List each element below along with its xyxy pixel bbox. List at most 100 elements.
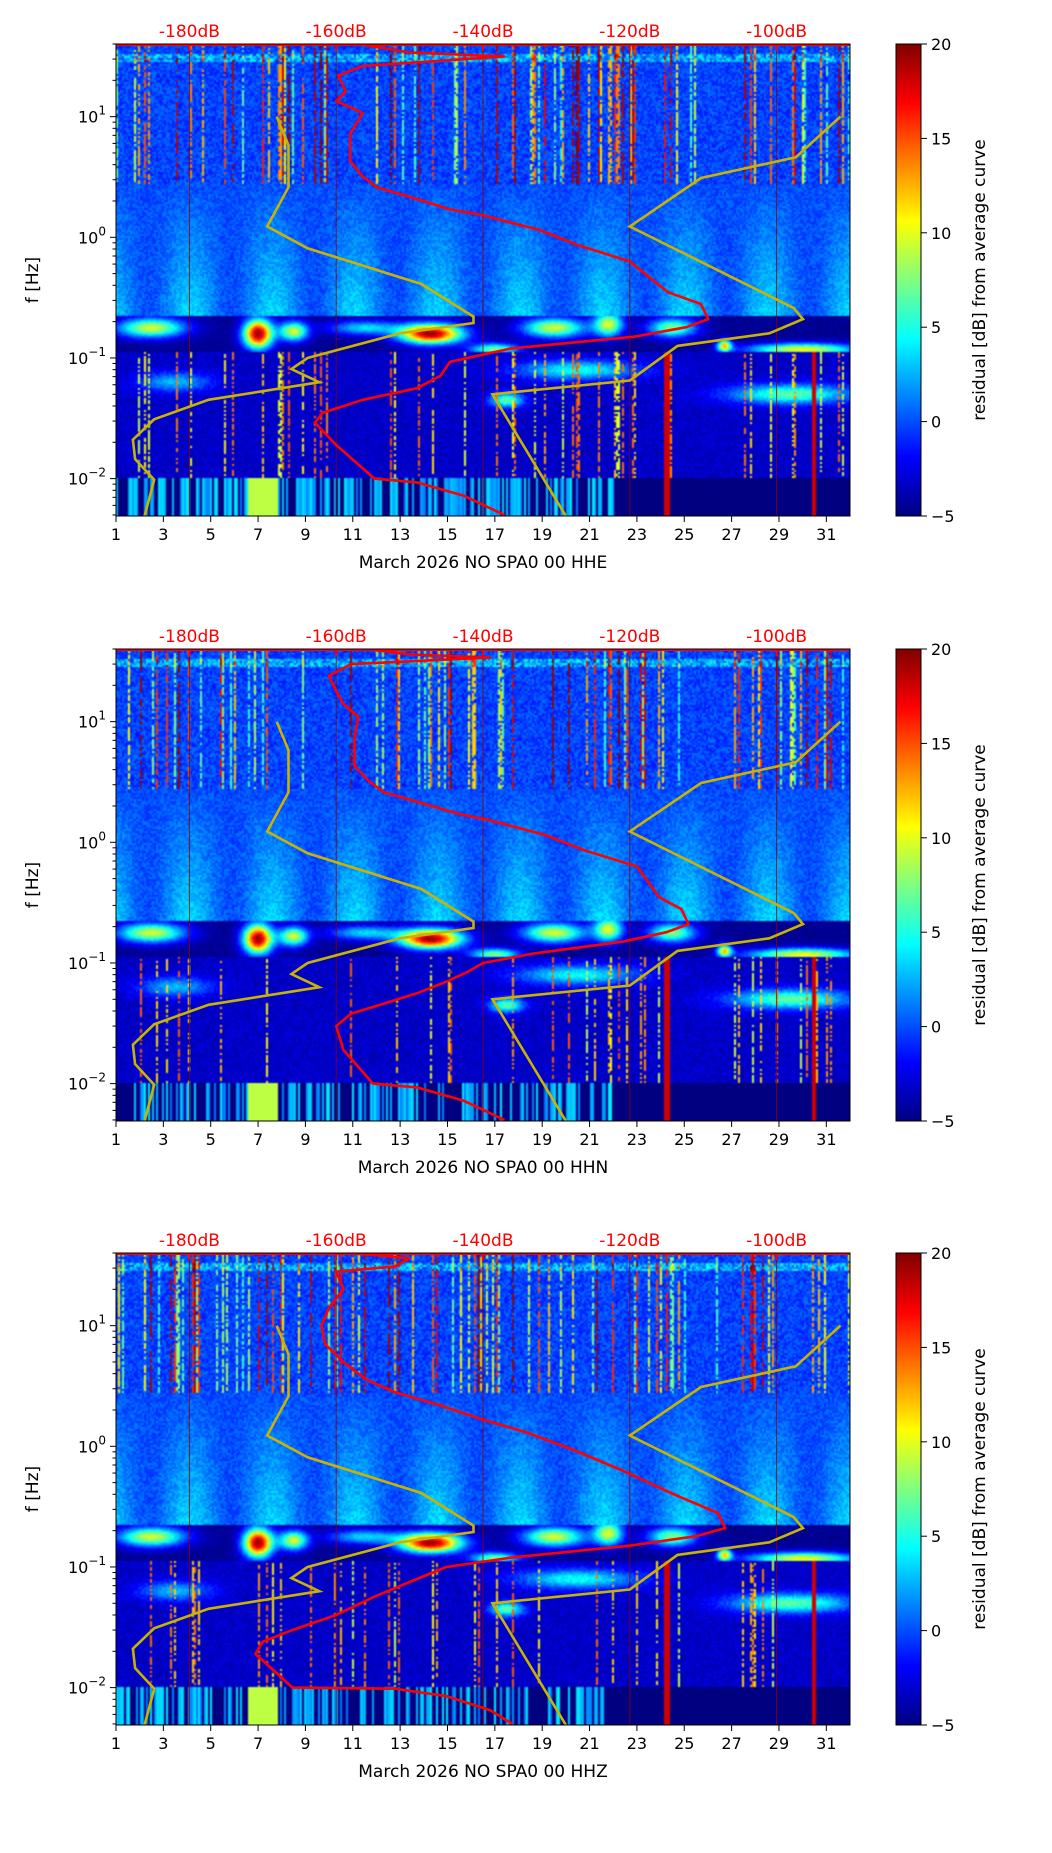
colorbar-tick-label: 10	[931, 829, 951, 848]
x-tick-label: 23	[627, 525, 647, 544]
x-tick-label: 3	[158, 1734, 168, 1753]
y-tick-label: 100	[78, 224, 106, 247]
spectrogram-panel: -180dB -160dB -140dB -120dB -100dB 1 3 5 7 9 11 13 1…	[0, 627, 1052, 1249]
x-tick-label: 1	[111, 1734, 121, 1753]
y-tick-label: 10−2	[68, 1071, 106, 1094]
y-tick-base: 10	[78, 108, 98, 127]
x-tick-label: 7	[253, 525, 263, 544]
x-tick-label: 23	[627, 1130, 647, 1149]
psd-average-curve	[254, 1253, 727, 1725]
colorbar-tick-label: 20	[931, 35, 951, 54]
colorbar-tick-label: −5	[931, 1112, 955, 1131]
db-tick-label: -100dB	[746, 1231, 807, 1251]
x-tick-label: 31	[816, 525, 836, 544]
colorbar-label: residual [dB] from average curve	[970, 744, 990, 1025]
colorbar	[895, 648, 922, 1122]
psd-average-curve	[313, 44, 710, 516]
colorbar-tick-label: −5	[931, 507, 955, 526]
db-tick-label: -120dB	[599, 22, 660, 42]
plot-frame	[115, 43, 851, 517]
y-tick-label: 100	[78, 1433, 106, 1456]
y-tick-label: 100	[78, 829, 106, 852]
y-tick-exponent: 0	[98, 224, 106, 238]
y-tick-label: 101	[78, 104, 106, 127]
x-tick-label: 19	[532, 525, 552, 544]
x-tick-label: 19	[532, 1734, 552, 1753]
db-tick-label: -140dB	[452, 1231, 513, 1251]
x-tick-label: 7	[253, 1734, 263, 1753]
x-tick-label: 3	[158, 525, 168, 544]
x-tick-label: 5	[206, 1130, 216, 1149]
colorbar-tick-label: 15	[931, 1338, 951, 1357]
y-tick-exponent: 1	[98, 104, 106, 118]
x-tick-label: 15	[437, 1734, 457, 1753]
x-tick-label: 3	[158, 1130, 168, 1149]
x-tick-label: 19	[532, 1130, 552, 1149]
x-tick-label: 21	[579, 525, 599, 544]
colorbar-tick-label: 10	[931, 224, 951, 243]
db-tick-label: -160dB	[306, 627, 367, 647]
nlnm-curve	[131, 116, 475, 516]
y-tick-base: 10	[78, 713, 98, 732]
nlnm-curve	[131, 721, 475, 1121]
x-tick-label: 23	[627, 1734, 647, 1753]
y-tick-exponent: −1	[88, 345, 106, 359]
x-tick-label: 29	[769, 525, 789, 544]
colorbar-tick-label: 10	[931, 1433, 951, 1452]
colorbar-tick-label: 0	[931, 1622, 941, 1641]
x-tick-label: 9	[300, 1734, 310, 1753]
y-tick-base: 10	[68, 954, 88, 973]
nhnm-curve	[490, 720, 842, 1121]
y-axis-label: f [Hz]	[23, 862, 43, 908]
colorbar	[895, 43, 922, 517]
nhnm-curve	[490, 115, 842, 516]
x-tick-label: 11	[343, 1130, 363, 1149]
x-tick-label: 13	[390, 525, 410, 544]
x-tick-label: 31	[816, 1734, 836, 1753]
colorbar-tick-label: 5	[931, 318, 941, 337]
y-tick-exponent: −1	[88, 950, 106, 964]
y-tick-exponent: 1	[98, 1313, 106, 1327]
x-tick-label: 5	[206, 525, 216, 544]
y-tick-exponent: −2	[88, 466, 106, 480]
y-tick-base: 10	[68, 470, 88, 489]
spectrogram-panel: -180dB -160dB -140dB -120dB -100dB 1 3 5 7 9 11 13 1…	[0, 22, 1052, 644]
x-axis-label: March 2026 NO SPA0 00 HHE	[359, 553, 608, 573]
y-tick-base: 10	[68, 1679, 88, 1698]
colorbar-tick-label: 5	[931, 1527, 941, 1546]
db-tick-label: -180dB	[159, 1231, 220, 1251]
y-tick-label: 10−2	[68, 466, 106, 489]
x-tick-label: 29	[769, 1130, 789, 1149]
x-tick-label: 15	[437, 1130, 457, 1149]
colorbar-tick-label: 20	[931, 640, 951, 659]
x-tick-label: 13	[390, 1734, 410, 1753]
x-tick-label: 15	[437, 525, 457, 544]
x-tick-label: 25	[674, 1734, 694, 1753]
db-tick-label: -120dB	[599, 627, 660, 647]
y-tick-label: 10−1	[68, 950, 106, 973]
colorbar-label: residual [dB] from average curve	[970, 139, 990, 420]
x-tick-label: 25	[674, 525, 694, 544]
psd-average-curve	[327, 649, 690, 1121]
x-axis-label: March 2026 NO SPA0 00 HHZ	[358, 1762, 607, 1782]
db-tick-label: -120dB	[599, 1231, 660, 1251]
y-tick-exponent: −1	[88, 1554, 106, 1568]
x-tick-label: 21	[579, 1130, 599, 1149]
y-tick-base: 10	[78, 1437, 98, 1456]
x-tick-label: 1	[111, 1130, 121, 1149]
y-tick-exponent: −2	[88, 1071, 106, 1085]
y-tick-label: 10−1	[68, 345, 106, 368]
x-axis-label: March 2026 NO SPA0 00 HHN	[358, 1158, 609, 1178]
plot-frame	[115, 648, 851, 1122]
x-tick-label: 31	[816, 1130, 836, 1149]
y-axis-label: f [Hz]	[23, 257, 43, 303]
db-tick-label: -180dB	[159, 22, 220, 42]
x-tick-label: 27	[721, 1130, 741, 1149]
plot-frame	[115, 1252, 851, 1726]
y-tick-base: 10	[68, 349, 88, 368]
x-tick-label: 17	[485, 525, 505, 544]
db-tick-label: -100dB	[746, 22, 807, 42]
y-tick-base: 10	[78, 1317, 98, 1336]
